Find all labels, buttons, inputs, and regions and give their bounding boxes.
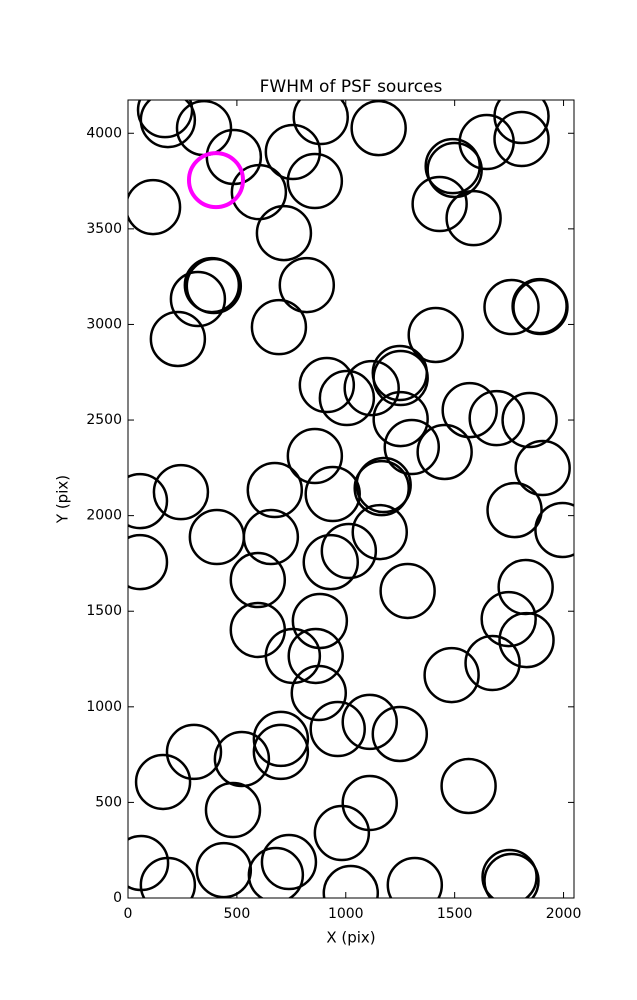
source-circle [290, 664, 348, 722]
y-tick-label: 3000 [86, 316, 122, 332]
source-circle [416, 423, 473, 481]
source-circle [183, 256, 241, 314]
source-circle [481, 848, 538, 898]
x-axis-label: X (pix) [326, 929, 375, 947]
source-circle [493, 100, 550, 145]
source-circle [255, 204, 313, 262]
source-circle [165, 723, 223, 781]
source-circle [371, 705, 429, 763]
source-circle [486, 481, 543, 539]
x-tick-label: 500 [224, 906, 251, 922]
source-circle [195, 841, 253, 898]
source-circle [350, 100, 407, 157]
source-circle [464, 634, 521, 692]
source-circle [423, 646, 480, 704]
plot-frame [127, 99, 575, 899]
source-circle [355, 456, 412, 514]
source-circle [149, 310, 207, 368]
source-circle [318, 369, 376, 427]
x-tick-label: 1000 [328, 906, 364, 922]
source-circle [386, 856, 444, 898]
source-circle [286, 152, 344, 210]
source-circle [169, 270, 227, 328]
y-tick-label: 3500 [86, 221, 122, 237]
source-circle [309, 700, 366, 758]
plot-area [128, 100, 574, 898]
source-circle [264, 123, 322, 181]
source-circle [483, 278, 540, 336]
source-circle [341, 693, 398, 751]
source-circle [493, 110, 550, 168]
chart-title: FWHM of PSF sources [260, 77, 443, 97]
y-tick-label: 1000 [86, 699, 122, 715]
source-circle [286, 427, 344, 485]
y-tick-label: 2000 [86, 508, 122, 524]
source-circle [511, 277, 568, 335]
source-circle [302, 533, 359, 591]
source-circle [372, 390, 429, 448]
source-circle [128, 533, 169, 591]
source-circle [128, 178, 182, 236]
source-circle [501, 391, 558, 449]
source-circle [278, 256, 336, 314]
source-circle [139, 856, 197, 898]
y-tick-label: 0 [113, 890, 122, 906]
source-circle [134, 753, 192, 811]
source-circle [411, 175, 468, 233]
source-circle [250, 298, 308, 356]
source-circle [304, 465, 361, 523]
source-circle [343, 359, 400, 417]
source-circle [247, 846, 305, 898]
source-circle [128, 472, 169, 530]
source-circle [287, 627, 344, 685]
source-circle [152, 463, 210, 521]
source-circle [213, 730, 271, 788]
y-tick-label: 4000 [86, 125, 122, 141]
y-tick-label: 2500 [86, 412, 122, 428]
source-circle [445, 189, 502, 247]
source-circle [424, 137, 481, 195]
source-circle [139, 100, 197, 149]
source-circle [383, 418, 441, 476]
source-circle [514, 439, 571, 497]
source-circle [246, 461, 304, 519]
y-axis-label: Y (pix) [54, 475, 72, 524]
source-circle [204, 781, 262, 839]
source-circle [292, 100, 349, 146]
source-circle [407, 306, 464, 364]
x-tick-label: 2000 [546, 906, 582, 922]
source-circle [252, 723, 310, 781]
source-circle [298, 356, 356, 414]
source-circle [229, 551, 287, 609]
y-tick-label: 500 [95, 794, 122, 810]
source-circle [320, 522, 378, 580]
source-circle [483, 852, 540, 898]
source-circle [188, 508, 246, 566]
source-circle [498, 611, 555, 669]
source-circle [534, 501, 574, 559]
source-circle [252, 710, 310, 768]
x-tick-label: 1500 [437, 906, 473, 922]
source-circle [313, 804, 371, 862]
source-circle [441, 381, 498, 439]
source-circle [322, 864, 380, 898]
source-circle [260, 833, 318, 891]
source-circle [379, 562, 436, 620]
source-circle [372, 349, 429, 407]
source-circle [480, 590, 537, 648]
x-tick-label: 0 [124, 906, 133, 922]
source-circle [230, 163, 288, 221]
source-circle [426, 141, 483, 199]
source-circle [440, 757, 497, 815]
source-circle [351, 503, 408, 561]
y-tick-label: 1500 [86, 603, 122, 619]
source-circle [186, 151, 245, 210]
source-circle [353, 459, 410, 517]
source-circle [468, 389, 525, 447]
